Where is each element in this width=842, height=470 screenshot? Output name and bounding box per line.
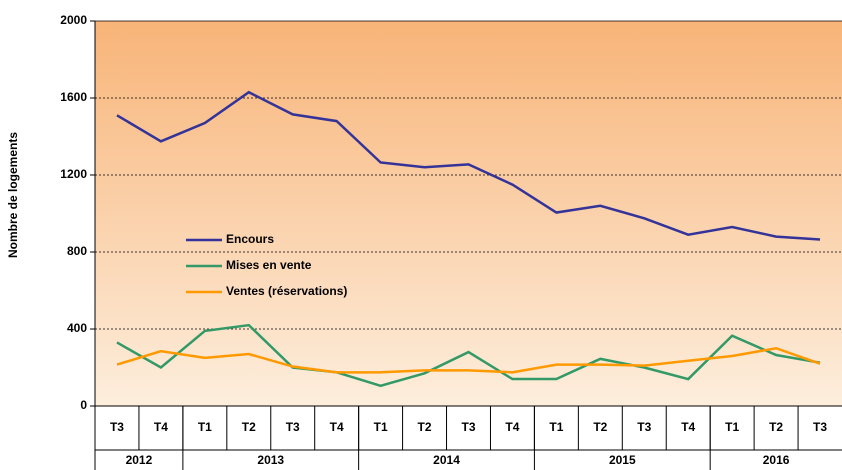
x-tick-label: T3	[813, 420, 827, 434]
x-tick-label: T3	[110, 420, 124, 434]
x-tick-label: T3	[286, 420, 300, 434]
y-axis-label: Nombre de logements	[6, 132, 20, 258]
series-line	[116, 90, 821, 241]
legend-label: Mises en vente	[226, 258, 312, 272]
x-tick-label: T1	[725, 420, 739, 434]
group-label: 2015	[609, 453, 636, 467]
y-tick-label: 1600	[60, 90, 87, 104]
x-tick-label: T1	[198, 420, 212, 434]
y-tick-label: 400	[67, 321, 87, 335]
x-tick-label: T4	[154, 420, 168, 434]
series-line	[116, 346, 821, 374]
x-tick-label: T2	[593, 420, 607, 434]
group-label: 2016	[763, 453, 790, 467]
y-tick-label: 1200	[60, 167, 87, 181]
y-tick-label: 800	[67, 244, 87, 258]
x-tick-label: T2	[242, 420, 256, 434]
x-tick-label: T2	[418, 420, 432, 434]
x-tick-label: T4	[505, 420, 519, 434]
y-tick-label: 2000	[60, 13, 87, 27]
group-label: 2012	[126, 453, 153, 467]
x-tick-label: T1	[374, 420, 388, 434]
legend-label: Ventes (réservations)	[226, 284, 347, 298]
x-tick-label: T3	[637, 420, 651, 434]
group-label: 2013	[257, 453, 284, 467]
legend-label: Encours	[226, 232, 274, 246]
series-line	[116, 323, 821, 388]
x-tick-label: T4	[681, 420, 695, 434]
x-tick-label: T2	[769, 420, 783, 434]
x-tick-label: T4	[330, 420, 344, 434]
plot-background	[95, 21, 842, 406]
x-tick-label: T3	[461, 420, 475, 434]
y-tick-label: 0	[80, 398, 87, 412]
group-label: 2014	[433, 453, 460, 467]
x-tick-label: T1	[549, 420, 563, 434]
